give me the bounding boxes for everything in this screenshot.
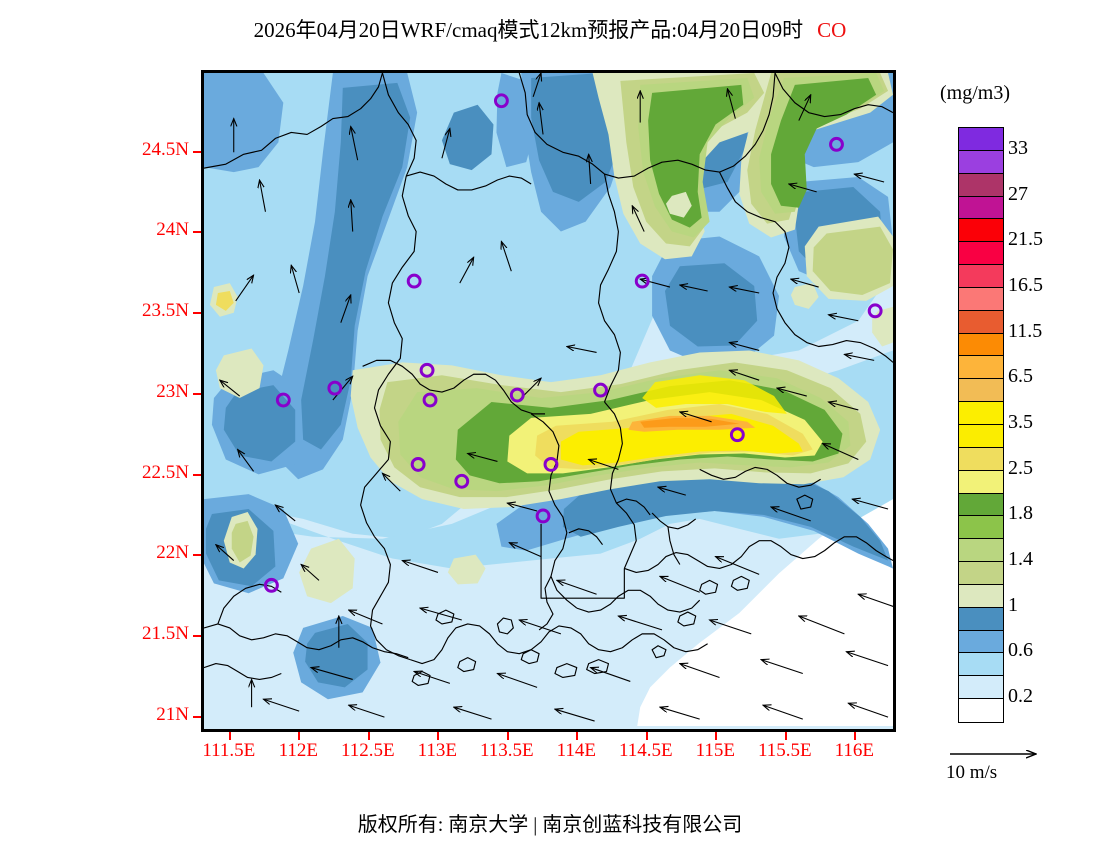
x-axis-tick-5 — [576, 732, 579, 740]
colorbar-tick-label-6: 3.5 — [1008, 411, 1033, 433]
wind-arrow-icon — [950, 740, 1080, 768]
colorbar-band-12[interactable] — [959, 402, 1003, 425]
x-axis-label-2: 112.5E — [340, 740, 395, 761]
colorbar-band-13[interactable] — [959, 424, 1003, 448]
colorbar-band-22[interactable] — [959, 630, 1003, 654]
y-axis-tick-3 — [193, 392, 201, 395]
x-axis-tick-8 — [784, 732, 787, 740]
colorbar-tick-label-8: 1.8 — [1008, 502, 1033, 525]
y-axis-tick-2 — [193, 312, 201, 315]
colorbar-band-8[interactable] — [959, 310, 1003, 334]
colorbar-band-21[interactable] — [959, 607, 1003, 631]
colorbar-band-23[interactable] — [959, 653, 1003, 677]
colorbar-band-24[interactable] — [959, 676, 1003, 700]
colorbar-band-2[interactable] — [959, 173, 1003, 197]
colorbar-band-0[interactable] — [959, 128, 1003, 151]
x-axis-label-9: 116E — [834, 740, 874, 761]
colorbar-band-9[interactable] — [959, 333, 1003, 357]
page-title: 2026年04月20日WRF/cmaq模式12km预报产品:04月20日09时 C… — [0, 14, 1100, 44]
x-axis-label-5: 114E — [556, 740, 596, 761]
y-axis-tick-1 — [193, 231, 201, 234]
y-axis-tick-4 — [193, 473, 201, 476]
y-axis-label-6: 21.5N — [142, 623, 189, 645]
colorbar[interactable] — [958, 127, 1004, 723]
colorbar-unit-label: (mg/m3) — [940, 82, 1010, 104]
y-axis-label-4: 22.5N — [142, 461, 189, 483]
x-axis-label-1: 112E — [278, 740, 318, 761]
colorbar-tick-label-7: 2.5 — [1008, 456, 1033, 479]
x-axis-tick-6 — [645, 732, 648, 740]
colorbar-band-25[interactable] — [959, 699, 1003, 722]
colorbar-band-11[interactable] — [959, 379, 1003, 403]
colorbar-band-18[interactable] — [959, 539, 1003, 563]
x-axis-tick-9 — [854, 732, 857, 740]
y-axis-label-5: 22N — [156, 542, 189, 564]
title-main-text: 2026年04月20日WRF/cmaq模式12km预报产品:04月20日09时 — [253, 18, 804, 42]
colorbar-band-20[interactable] — [959, 584, 1003, 608]
forecast-map-plot[interactable] — [201, 70, 896, 732]
colorbar-tick-label-10: 1 — [1008, 593, 1018, 616]
x-axis-tick-3 — [437, 732, 440, 740]
colorbar-band-15[interactable] — [959, 470, 1003, 494]
colorbar-tick-label-4: 11.5 — [1008, 319, 1043, 342]
x-axis-tick-1 — [298, 732, 301, 740]
colorbar-band-19[interactable] — [959, 562, 1003, 585]
wind-scale-label: 10 m/s — [946, 762, 998, 783]
colorbar-band-10[interactable] — [959, 356, 1003, 380]
y-axis-tick-0 — [193, 150, 201, 153]
x-axis-label-3: 113E — [417, 740, 457, 761]
colorbar-tick-label-3: 16.5 — [1008, 273, 1043, 296]
colorbar-band-6[interactable] — [959, 265, 1003, 288]
x-axis-label-4: 113.5E — [479, 740, 534, 761]
y-axis-label-2: 23.5N — [142, 300, 189, 322]
x-axis-tick-0 — [228, 732, 231, 740]
colorbar-tick-label-11: 0.6 — [1008, 639, 1033, 662]
colorbar-band-7[interactable] — [959, 287, 1003, 311]
x-axis-tick-4 — [506, 732, 509, 740]
colorbar-band-14[interactable] — [959, 447, 1003, 471]
colorbar-tick-label-2: 21.5 — [1008, 228, 1043, 251]
colorbar-band-4[interactable] — [959, 219, 1003, 243]
y-axis-label-0: 24.5N — [142, 138, 189, 160]
x-axis-label-7: 115E — [695, 740, 735, 761]
y-axis-label-3: 23N — [156, 380, 189, 402]
copyright-footer: 版权所有: 南京大学 | 南京创蓝科技有限公司 — [357, 814, 743, 836]
x-axis-label-0: 111.5E — [202, 740, 256, 761]
colorbar-band-1[interactable] — [959, 150, 1003, 174]
colorbar-tick-label-0: 33 — [1008, 136, 1028, 159]
colorbar-band-5[interactable] — [959, 242, 1003, 266]
colorbar-band-16[interactable] — [959, 493, 1003, 517]
colorbar-band-17[interactable] — [959, 516, 1003, 540]
x-axis-label-8: 115.5E — [757, 740, 812, 761]
y-axis-tick-7 — [193, 715, 201, 718]
colorbar-band-3[interactable] — [959, 196, 1003, 220]
colorbar-tick-label-1: 27 — [1008, 182, 1028, 205]
x-axis-tick-7 — [715, 732, 718, 740]
map-canvas — [204, 73, 893, 729]
colorbar-tick-label-12: 0.2 — [1008, 685, 1033, 708]
y-axis-tick-5 — [193, 554, 201, 557]
y-axis-tick-6 — [193, 635, 201, 638]
colorbar-tick-label-9: 1.4 — [1008, 548, 1033, 571]
x-axis-tick-2 — [367, 732, 370, 740]
colorbar-tick-label-5: 6.5 — [1008, 365, 1033, 388]
y-axis-label-7: 21N — [156, 703, 189, 725]
title-species-label: CO — [817, 18, 847, 42]
x-axis-label-6: 114.5E — [618, 740, 673, 761]
y-axis-label-1: 24N — [156, 219, 189, 241]
wind-scale-key: 10 m/s — [940, 740, 1080, 790]
